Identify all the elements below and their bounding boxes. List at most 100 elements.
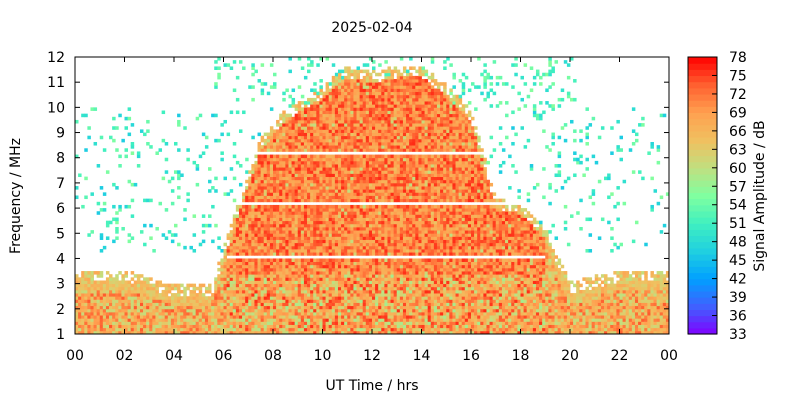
heatmap-cell	[87, 280, 91, 285]
heatmap-cell	[372, 116, 376, 121]
heatmap-cell	[347, 126, 351, 130]
heatmap-cell	[242, 258, 246, 262]
heatmap-cell	[390, 132, 395, 137]
heatmap-cell	[266, 176, 271, 181]
heatmap-cell	[396, 164, 401, 168]
heatmap-cell	[273, 223, 277, 228]
heatmap-cell	[331, 283, 336, 288]
heatmap-cell	[362, 110, 367, 115]
heatmap-cell	[291, 189, 296, 193]
heatmap-cell	[303, 283, 308, 288]
heatmap-cell	[334, 293, 339, 297]
heatmap-cell	[105, 330, 110, 335]
heatmap-cell	[313, 176, 317, 181]
heatmap-cell	[303, 148, 308, 152]
heatmap-cells	[75, 57, 670, 335]
heatmap-cell	[310, 286, 314, 291]
heatmap-cell	[378, 264, 382, 269]
heatmap-cell	[276, 141, 280, 146]
heatmap-cell	[300, 148, 305, 152]
heatmap-cell	[381, 249, 385, 253]
heatmap-cell	[273, 72, 277, 77]
heatmap-cell	[201, 151, 206, 155]
heatmap-cell	[273, 299, 277, 303]
heatmap-cell	[350, 249, 354, 253]
heatmap-cell	[344, 277, 348, 281]
heatmap-cell	[368, 176, 373, 181]
heatmap-cell	[390, 135, 395, 140]
heatmap-cell	[297, 318, 302, 322]
heatmap-cell	[189, 289, 193, 294]
heatmap-cell	[337, 321, 342, 325]
heatmap-cell	[251, 330, 255, 335]
heatmap-cell	[353, 138, 357, 143]
heatmap-cell	[307, 186, 311, 190]
heatmap-cell	[375, 113, 379, 118]
heatmap-cell	[325, 186, 330, 190]
heatmap-cell	[242, 242, 246, 247]
heatmap-cell	[390, 274, 395, 278]
heatmap-cell	[328, 132, 333, 137]
heatmap-cell	[325, 308, 330, 313]
heatmap-cell	[300, 182, 305, 187]
heatmap-cell	[375, 211, 379, 215]
heatmap-cell	[161, 321, 166, 325]
heatmap-cell	[251, 280, 255, 285]
heatmap-cell	[303, 145, 308, 149]
heatmap-cell	[381, 305, 385, 310]
heatmap-cell	[167, 179, 172, 184]
heatmap-cell	[112, 324, 116, 329]
heatmap-cell	[313, 91, 317, 96]
heatmap-cell	[238, 211, 243, 215]
heatmap-cell	[341, 293, 345, 297]
heatmap-cell	[384, 271, 388, 275]
heatmap-cell	[362, 79, 367, 83]
heatmap-cell	[328, 186, 333, 190]
heatmap-cell	[362, 308, 367, 313]
heatmap-cell	[105, 170, 110, 174]
heatmap-cell	[263, 261, 268, 266]
heatmap-cell	[337, 182, 342, 187]
heatmap-cell	[350, 321, 354, 325]
heatmap-cell	[121, 299, 125, 303]
heatmap-cell	[353, 236, 357, 240]
heatmap-cell	[328, 302, 333, 307]
heatmap-cell	[310, 277, 314, 281]
heatmap-cell	[393, 82, 398, 86]
heatmap-cell	[183, 321, 187, 325]
heatmap-cell	[245, 157, 249, 162]
heatmap-cell	[143, 242, 147, 247]
heatmap-cell	[269, 242, 274, 247]
heatmap-cell	[81, 296, 85, 300]
heatmap-cell	[341, 208, 345, 212]
heatmap-cell	[390, 195, 395, 200]
heatmap-cell	[393, 308, 398, 313]
heatmap-cell	[393, 110, 398, 115]
heatmap-cell	[381, 296, 385, 300]
heatmap-cell	[294, 123, 299, 127]
heatmap-cell	[365, 283, 370, 288]
heatmap-cell	[238, 223, 243, 228]
heatmap-cell	[368, 233, 373, 237]
heatmap-cell	[248, 217, 252, 222]
heatmap-cell	[223, 274, 227, 278]
heatmap-cell	[198, 321, 203, 325]
heatmap-cell	[297, 132, 302, 137]
heatmap-cell	[334, 132, 339, 137]
heatmap-cell	[334, 249, 339, 253]
heatmap-cell	[269, 296, 274, 300]
heatmap-cell	[359, 113, 364, 118]
heatmap-cell	[238, 236, 243, 240]
heatmap-cell	[307, 176, 311, 181]
heatmap-cell	[310, 245, 314, 250]
heatmap-cell	[130, 305, 135, 310]
heatmap-cell	[372, 296, 376, 300]
heatmap-cell	[245, 245, 249, 250]
heatmap-cell	[344, 274, 348, 278]
heatmap-cell	[78, 311, 82, 316]
heatmap-cell	[105, 236, 110, 240]
heatmap-cell	[303, 123, 308, 127]
heatmap-cell	[331, 220, 336, 225]
heatmap-cell	[229, 289, 234, 294]
heatmap-cell	[257, 223, 262, 228]
